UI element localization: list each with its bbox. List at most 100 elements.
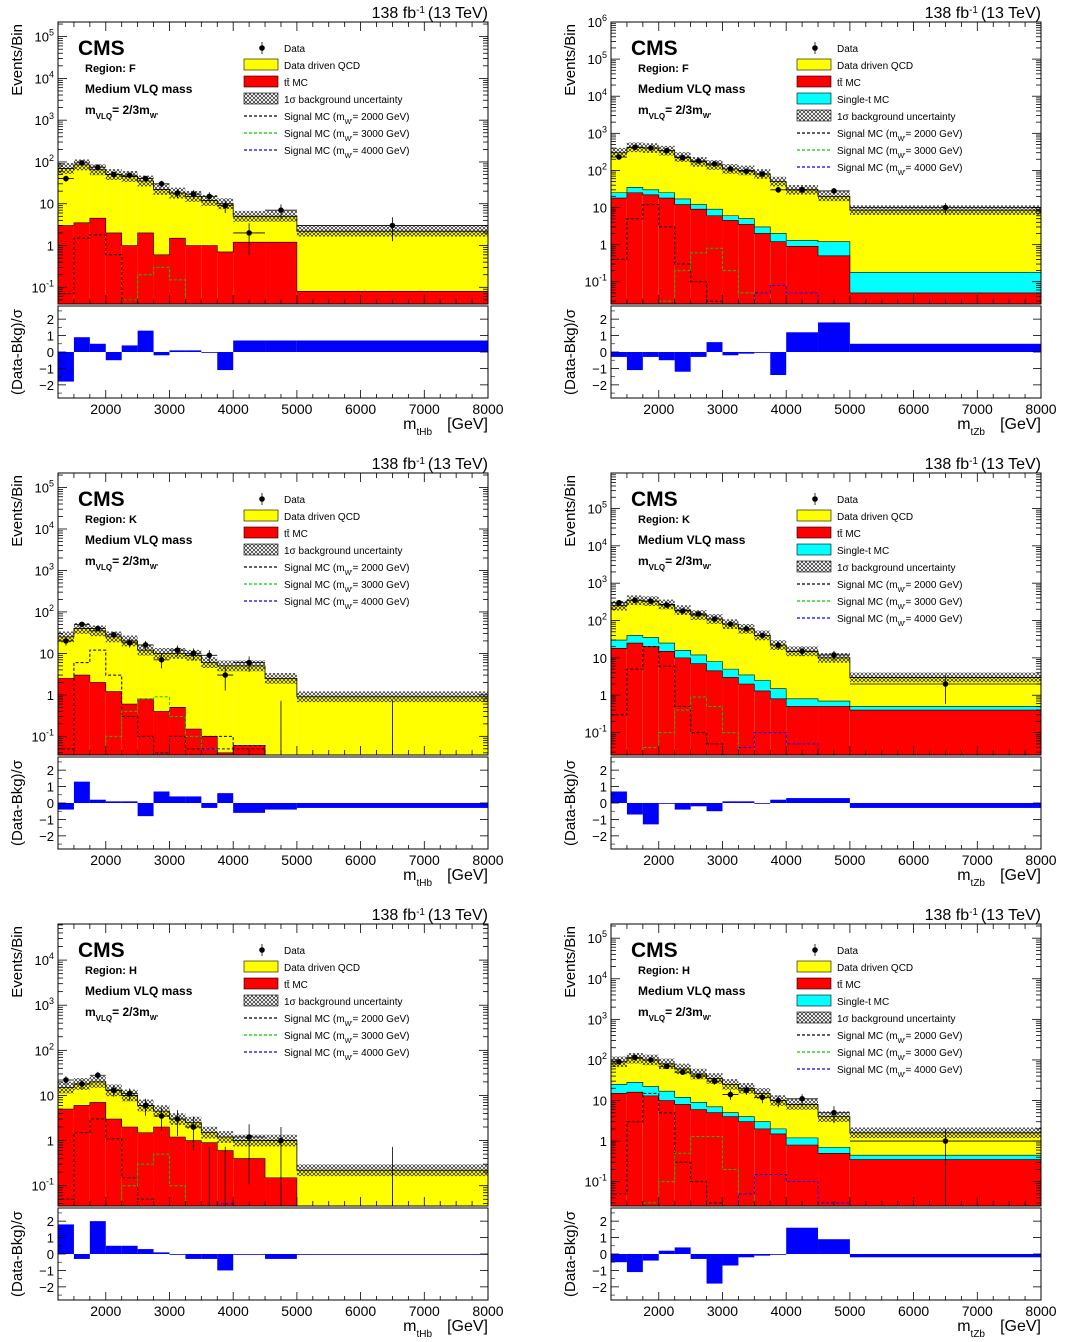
y-tick-label: 104 xyxy=(588,87,607,104)
ttbar-bar xyxy=(89,1102,106,1206)
x-axis-title: mtZb xyxy=(957,1318,985,1337)
signal-line-sig-3000 xyxy=(89,1153,218,1206)
mass-label: Medium VLQ mass xyxy=(85,533,193,547)
data-point xyxy=(174,190,181,196)
pull-y-tick-label: −1 xyxy=(39,812,54,827)
single-t-outline xyxy=(611,635,1041,707)
data-point xyxy=(648,598,654,604)
y-tick-label: 10 xyxy=(593,1094,607,1109)
y-tick-label: 102 xyxy=(35,603,54,620)
data-point xyxy=(831,188,837,194)
data-point xyxy=(831,1109,837,1116)
uncertainty-band xyxy=(818,191,850,202)
y-axis-title: Events/Bin xyxy=(562,926,579,998)
lumi-label: 138 fb-1 xyxy=(372,5,426,23)
legend-sig-3000: Signal MC (mW'= 3000 GeV) xyxy=(244,580,410,594)
uncertainty-band xyxy=(611,147,627,158)
x-axis-unit: [GeV] xyxy=(1000,416,1041,433)
ttbar-bar xyxy=(818,255,850,304)
data-point xyxy=(158,181,165,187)
ttbar-bar xyxy=(137,698,154,755)
legend-label: Signal MC (mW'= 3000 GeV) xyxy=(837,597,963,611)
uncertainty-band xyxy=(611,600,627,611)
pull-bar xyxy=(153,352,170,356)
uncertainty-band xyxy=(201,1126,218,1139)
pull-bar xyxy=(611,1254,627,1263)
data-point xyxy=(126,640,133,646)
legend: Data Data driven QCD tt̄ MC Single-t MC 1σ b… xyxy=(796,493,963,628)
x-tick-label: 6000 xyxy=(898,852,929,868)
pull-bar xyxy=(722,801,739,803)
x-tick-label: 7000 xyxy=(962,852,993,868)
legend-qcd: Data driven QCD xyxy=(243,960,360,974)
pull-bar xyxy=(58,803,74,810)
pull-bar xyxy=(754,352,771,353)
pull-bar xyxy=(770,1254,787,1255)
ttbar-bar xyxy=(153,254,170,304)
legend-qcd: Data driven QCD xyxy=(796,58,913,72)
pull-bar xyxy=(73,781,90,803)
x-tick-label: 2000 xyxy=(90,852,121,868)
legend-data: Data xyxy=(812,944,859,957)
ttbar-bar xyxy=(185,729,202,755)
pull-y-tick-label: 0 xyxy=(600,1247,607,1262)
y-tick-label: 10-1 xyxy=(32,1177,54,1194)
x-tick-label: 5000 xyxy=(281,401,312,417)
pull-y-tick-label: 2 xyxy=(600,1214,607,1229)
legend-qcd: Data driven QCD xyxy=(243,509,360,523)
legend-label: Signal MC (mW'= 3000 GeV) xyxy=(284,129,410,143)
ttbar-outline xyxy=(611,1091,1041,1160)
data-point xyxy=(206,652,213,659)
pull-bar xyxy=(706,803,723,812)
legend-label: Single-t MC xyxy=(837,546,889,557)
x-axis-title: mtHb xyxy=(403,867,432,889)
legend-label: Data xyxy=(837,946,859,957)
uncertainty-band xyxy=(137,644,154,656)
legend-swatch xyxy=(243,543,279,556)
signal-line-sig-4000 xyxy=(184,745,266,755)
ttbar-bar xyxy=(754,690,771,755)
pull-bar xyxy=(58,352,74,382)
pull-plot-area xyxy=(58,330,488,382)
mvlq-label: mVLQ= 2/3mW' xyxy=(638,103,711,121)
ttbar-bar xyxy=(754,233,771,304)
x-tick-label: 2000 xyxy=(90,1303,121,1319)
y-tick-label: 10 xyxy=(40,1088,54,1103)
pull-y-tick-label: 1 xyxy=(47,329,54,344)
data-point xyxy=(743,626,750,632)
data-point xyxy=(190,650,197,657)
ttbar-bar xyxy=(642,1095,659,1206)
ttbar-bar xyxy=(738,1121,755,1206)
legend-sig-3000: Signal MC (mW'= 3000 GeV) xyxy=(797,146,963,160)
y-tick-label: 10-1 xyxy=(585,273,607,290)
legend-uncertainty: 1σ background uncertainty xyxy=(796,560,955,574)
uncertainty-band xyxy=(153,647,170,659)
pull-bar xyxy=(722,1254,739,1266)
legend-label: Data driven QCD xyxy=(837,512,913,523)
pull-bar xyxy=(690,352,707,357)
pull-y-tick-label: −2 xyxy=(592,829,607,844)
legend-label: Single-t MC xyxy=(837,95,889,106)
region-label: Region: H xyxy=(85,965,137,977)
legend-label: Data driven QCD xyxy=(837,963,913,974)
legend-qcd: Data driven QCD xyxy=(796,960,913,974)
ttbar-bar xyxy=(58,678,74,755)
ttbar-bar xyxy=(121,1126,138,1206)
x-tick-label: 7000 xyxy=(409,852,440,868)
pull-bar xyxy=(642,1254,659,1261)
pull-bar xyxy=(642,352,659,357)
uncertainty-band xyxy=(89,1075,106,1088)
legend-sig-4000: Signal MC (mW'= 4000 GeV) xyxy=(797,614,963,628)
ttbar-bar xyxy=(690,1109,707,1206)
pull-bar xyxy=(818,798,850,803)
y-tick-label: 10-1 xyxy=(32,278,54,295)
legend-uncertainty: 1σ background uncertainty xyxy=(243,92,402,106)
ttbar-bar xyxy=(642,194,659,304)
pull-axis-title: (Data-Bkg)/σ xyxy=(562,1210,579,1297)
pull-bar xyxy=(73,337,90,352)
y-tick-label: 1 xyxy=(600,1134,607,1149)
ttbar-bar xyxy=(818,1153,850,1206)
region-label: Region: F xyxy=(638,63,689,75)
x-tick-label: 8000 xyxy=(1025,852,1056,868)
